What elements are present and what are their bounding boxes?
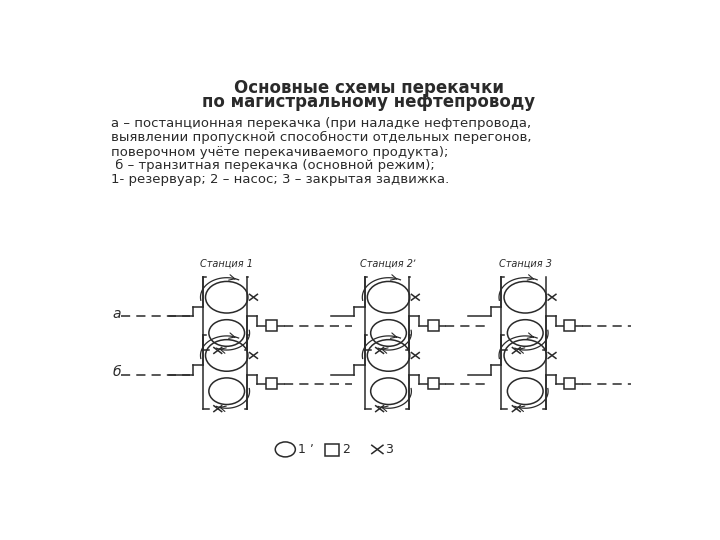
Text: 1 ʼ: 1 ʼ — [297, 443, 313, 456]
Text: а – постанционная перекачка (при наладке нефтепровода,: а – постанционная перекачка (при наладке… — [111, 117, 531, 130]
Text: Станция 1: Станция 1 — [200, 259, 253, 268]
Bar — [266, 320, 277, 331]
Text: б – транзитная перекачка (основной режим);: б – транзитная перекачка (основной режим… — [111, 159, 435, 172]
Bar — [564, 379, 575, 389]
Text: Основные схемы перекачки: Основные схемы перекачки — [234, 79, 504, 97]
Text: Станция 3: Станция 3 — [499, 259, 552, 268]
Text: 3: 3 — [385, 443, 393, 456]
Bar — [266, 379, 277, 389]
Text: 1- резервуар; 2 – насос; 3 – закрытая задвижка.: 1- резервуар; 2 – насос; 3 – закрытая за… — [111, 173, 449, 186]
Bar — [428, 320, 438, 331]
Text: по магистральному нефтепроводу: по магистральному нефтепроводу — [202, 93, 536, 111]
Text: Станция 2ʼ: Станция 2ʼ — [361, 259, 417, 268]
Bar — [428, 379, 438, 389]
Text: поверочном учёте перекачиваемого продукта);: поверочном учёте перекачиваемого продукт… — [111, 146, 449, 159]
Text: выявлении пропускной способности отдельных перегонов,: выявлении пропускной способности отдельн… — [111, 131, 531, 144]
Bar — [564, 320, 575, 331]
Text: б: б — [112, 366, 121, 380]
Text: 2: 2 — [342, 443, 349, 456]
Text: а: а — [112, 307, 121, 321]
Bar — [325, 443, 339, 456]
